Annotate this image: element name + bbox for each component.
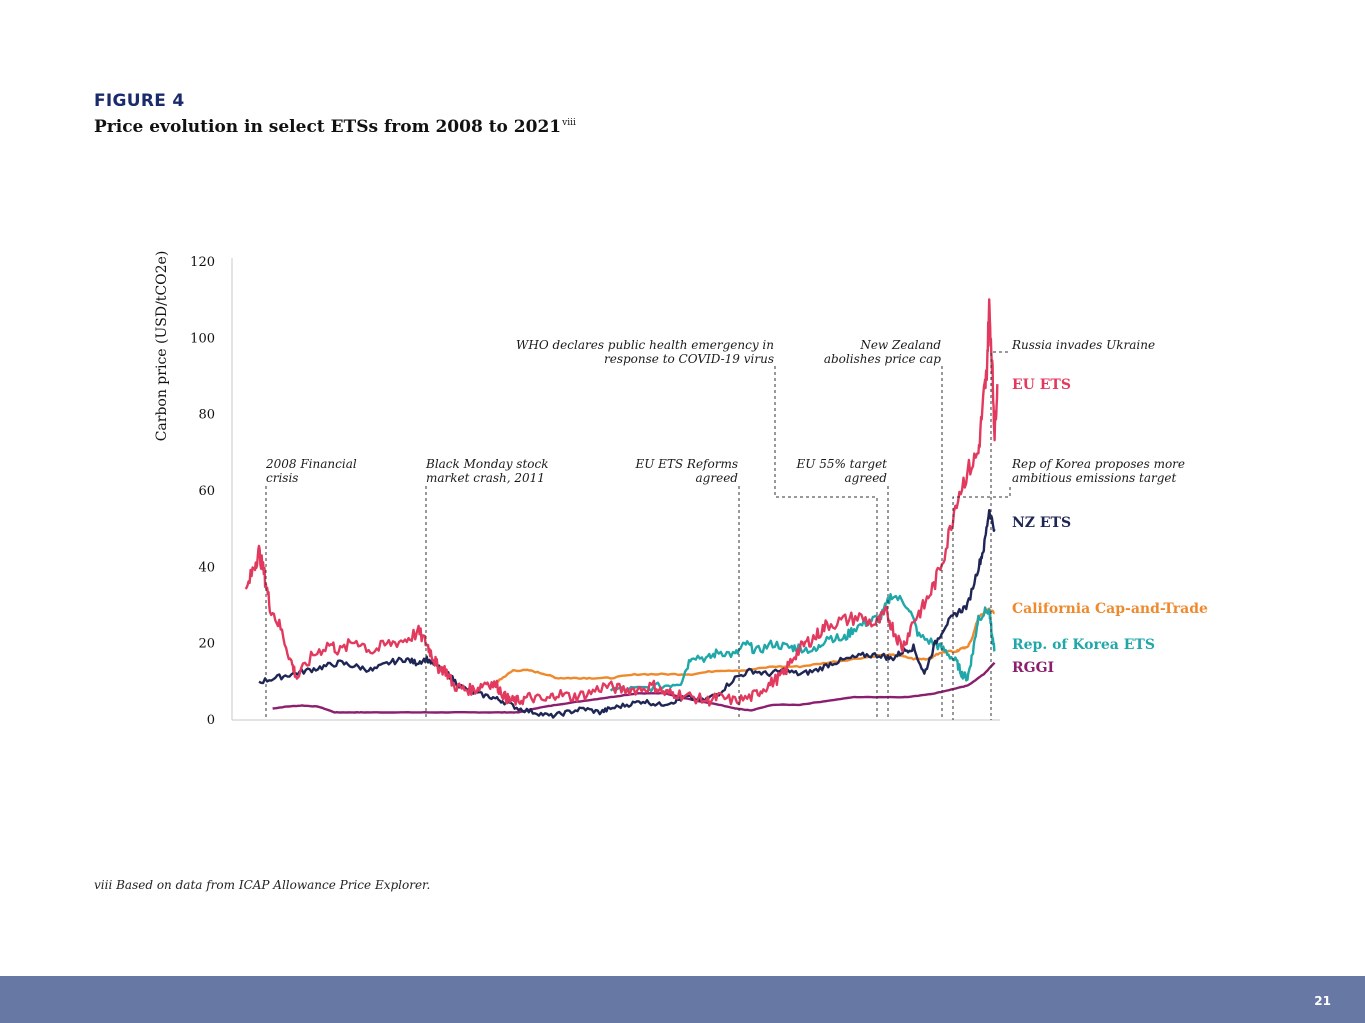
annotation-line: abolishes price cap bbox=[824, 352, 941, 366]
annotation-line: market crash, 2011 bbox=[426, 471, 545, 485]
legend-label-nz: NZ ETS bbox=[1012, 515, 1071, 531]
annotation-korea: Rep of Korea proposes more ambitious emis… bbox=[1011, 457, 1185, 485]
y-tick-label: 120 bbox=[190, 255, 215, 270]
annotation-line: New Zealand bbox=[859, 338, 941, 352]
series-line-eu bbox=[244, 298, 999, 707]
annotation-line: EU ETS Reforms bbox=[634, 457, 738, 471]
annotation-russia: Russia invades Ukraine bbox=[1011, 338, 1155, 352]
annotation-eu55: EU 55% target agreed bbox=[796, 457, 888, 485]
y-tick-label: 60 bbox=[198, 484, 215, 499]
figure-label: FIGURE 4 bbox=[94, 91, 185, 111]
annotation-line: 2008 Financial bbox=[265, 457, 357, 471]
y-axis-label: Carbon price (USD/tCO2e) bbox=[154, 251, 170, 442]
annotation-fin: 2008 Financial crisis bbox=[265, 457, 357, 485]
legend-label-rggi: RGGI bbox=[1012, 660, 1054, 676]
annotation-line: EU 55% target bbox=[796, 457, 888, 471]
figure-title-footnote-ref: viii bbox=[562, 118, 576, 128]
y-tick-label: 40 bbox=[198, 560, 215, 575]
legend-label-kr: Rep. of Korea ETS bbox=[1012, 637, 1155, 653]
annotation-black: Black Monday stock market crash, 2011 bbox=[425, 457, 548, 485]
y-tick-label: 0 bbox=[207, 713, 215, 728]
annotation-line: Rep of Korea proposes more bbox=[1011, 457, 1185, 471]
series-line-kr bbox=[609, 593, 996, 693]
y-tick-label: 80 bbox=[198, 408, 215, 423]
annotation-line: WHO declares public health emergency in bbox=[516, 338, 774, 352]
series-line-nz bbox=[258, 509, 996, 719]
chart-axes: 0 20 40 60 80 100 120 Carbon price (USD/tCO2e) bbox=[154, 251, 1000, 728]
annotation-nzcap: New Zealand abolishes price cap bbox=[824, 338, 941, 366]
series-line-rggi bbox=[272, 661, 996, 714]
figure-title-text: Price evolution in select ETSs from 2008… bbox=[94, 117, 562, 137]
y-tick-label: 20 bbox=[198, 637, 215, 652]
annotation-leader-who bbox=[774, 366, 878, 720]
annotation-line: crisis bbox=[266, 471, 298, 485]
footer-bar: 21 bbox=[0, 976, 1365, 1023]
legend-label-eu: EU ETS bbox=[1012, 377, 1071, 393]
page-number: 21 bbox=[1314, 994, 1331, 1008]
annotation-who: WHO declares public health emergency in r… bbox=[516, 338, 774, 366]
figure-title: Price evolution in select ETSs from 2008… bbox=[94, 117, 576, 137]
annotation-line: agreed bbox=[845, 471, 888, 485]
annotation-line: agreed bbox=[696, 471, 739, 485]
annotation-line: Russia invades Ukraine bbox=[1011, 338, 1155, 352]
annotation-reform: EU ETS Reforms agreed bbox=[634, 457, 738, 485]
chart-legend: EU ETS NZ ETS California Cap-and-Trade Rep.… bbox=[1012, 377, 1208, 676]
chart-annotations: 2008 Financial crisis Black Monday stock ma… bbox=[265, 338, 1185, 720]
chart-series-lines bbox=[244, 298, 999, 719]
annotation-line: response to COVID-19 virus bbox=[604, 352, 774, 366]
legend-label-ca: California Cap-and-Trade bbox=[1012, 601, 1208, 617]
y-tick-label: 100 bbox=[190, 331, 215, 346]
annotation-leader-korea bbox=[952, 487, 1011, 720]
annotation-line: ambitious emissions target bbox=[1012, 471, 1177, 485]
annotation-line: Black Monday stock bbox=[425, 457, 548, 471]
footnote: viii Based on data from ICAP Allowance P… bbox=[94, 878, 431, 892]
series-line-ca bbox=[496, 607, 996, 683]
